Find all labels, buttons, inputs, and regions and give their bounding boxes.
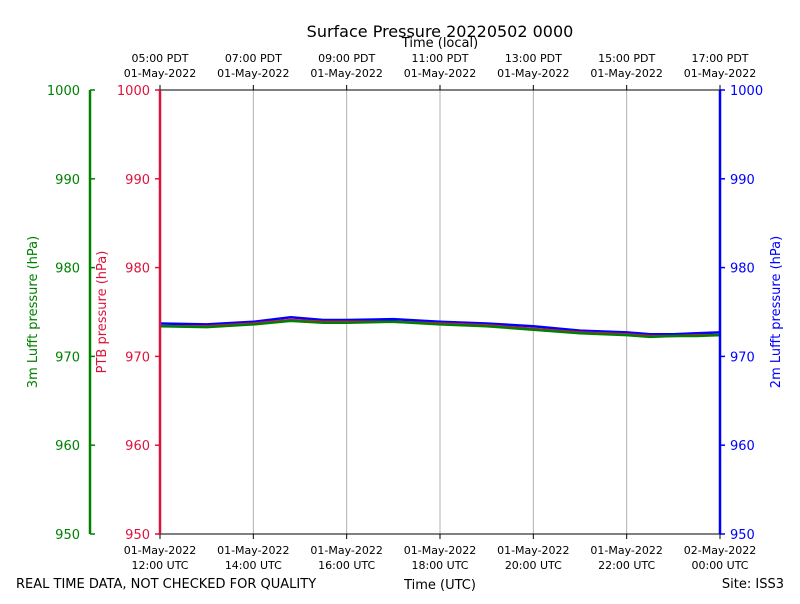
left-inner-tick-label-980: 980 [125, 262, 150, 277]
bottom-tick-date-14: 01-May-2022 [217, 544, 289, 557]
grid-lines [252, 90, 628, 534]
right-tick-label-970: 970 [730, 350, 755, 365]
left-outer-tick-label-990: 990 [55, 173, 80, 188]
x-axis-bottom-label: Time (UTC) [403, 578, 476, 593]
top-tick-time-18: 11:00 PDT [411, 52, 468, 65]
series-line-3m-lufft-pressure [159, 319, 721, 339]
bottom-tick-time-22: 22:00 UTC [598, 559, 655, 572]
left-outer-tick-label-980: 980 [55, 262, 80, 277]
left-inner-tick-label-960: 960 [125, 439, 150, 454]
left-outer-tick-label-960: 960 [55, 439, 80, 454]
bottom-tick-time-24: 00:00 UTC [691, 559, 748, 572]
bottom-tick-date-20: 01-May-2022 [497, 544, 569, 557]
top-tick-date-12: 01-May-2022 [124, 67, 196, 80]
series-lines [159, 316, 721, 339]
right-tick-label-990: 990 [730, 173, 755, 188]
top-tick-time-14: 07:00 PDT [225, 52, 282, 65]
axes [88, 89, 722, 535]
chart-title: Surface Pressure 20220502 0000 [307, 22, 574, 41]
bottom-tick-time-12: 12:00 UTC [131, 559, 188, 572]
y-axis-right-label: 2m Lufft pressure (hPa) [769, 236, 784, 388]
left-inner-tick-label-970: 970 [125, 350, 150, 365]
left-outer-tick-label-970: 970 [55, 350, 80, 365]
left-inner-tick-label-1000: 1000 [117, 84, 150, 99]
left-inner-tick-label-990: 990 [125, 173, 150, 188]
y-axis-left-outer-label: 3m Lufft pressure (hPa) [26, 236, 41, 388]
site-label: Site: ISS3 [722, 577, 784, 592]
bottom-tick-time-20: 20:00 UTC [505, 559, 562, 572]
bottom-tick-date-24: 02-May-2022 [684, 544, 756, 557]
top-tick-date-18: 01-May-2022 [404, 67, 476, 80]
bottom-tick-date-22: 01-May-2022 [590, 544, 662, 557]
right-tick-label-950: 950 [730, 528, 755, 543]
bottom-tick-date-16: 01-May-2022 [310, 544, 382, 557]
left-outer-tick-label-950: 950 [55, 528, 80, 543]
top-tick-date-14: 01-May-2022 [217, 67, 289, 80]
right-tick-label-1000: 1000 [730, 84, 763, 99]
right-tick-label-980: 980 [730, 262, 755, 277]
top-tick-date-16: 01-May-2022 [310, 67, 382, 80]
top-tick-date-20: 01-May-2022 [497, 67, 569, 80]
top-tick-time-24: 17:00 PDT [691, 52, 748, 65]
tick-labels: 950 950 950 960 960 960 970 970 970 980 980 980 990 9… [47, 52, 763, 572]
left-inner-tick-label-950: 950 [125, 528, 150, 543]
series-line-2m-lufft-pressure [159, 316, 721, 336]
right-tick-label-960: 960 [730, 439, 755, 454]
bottom-tick-time-14: 14:00 UTC [225, 559, 282, 572]
top-tick-time-22: 15:00 PDT [598, 52, 655, 65]
quality-disclaimer: REAL TIME DATA, NOT CHECKED FOR QUALITY [16, 577, 316, 592]
bottom-tick-date-18: 01-May-2022 [404, 544, 476, 557]
x-axis-top-label: Time (local) [401, 36, 478, 51]
top-tick-date-22: 01-May-2022 [590, 67, 662, 80]
top-tick-time-20: 13:00 PDT [505, 52, 562, 65]
top-tick-date-24: 01-May-2022 [684, 67, 756, 80]
y-axis-left-inner-label: PTB pressure (hPa) [95, 251, 110, 374]
top-tick-time-16: 09:00 PDT [318, 52, 375, 65]
bottom-tick-time-18: 18:00 UTC [411, 559, 468, 572]
top-tick-time-12: 05:00 PDT [131, 52, 188, 65]
bottom-tick-date-12: 01-May-2022 [124, 544, 196, 557]
left-outer-tick-label-1000: 1000 [47, 84, 80, 99]
bottom-tick-time-16: 16:00 UTC [318, 559, 375, 572]
